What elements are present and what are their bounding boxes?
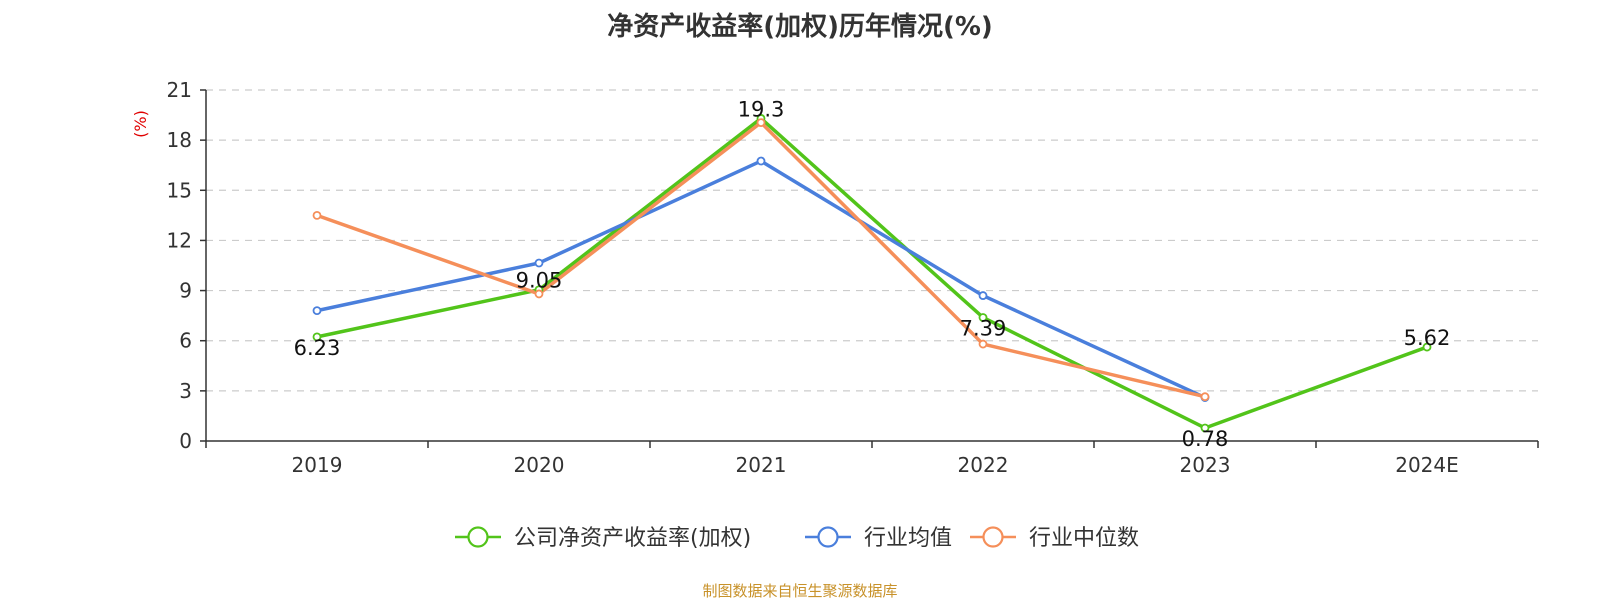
legend-swatch-marker (467, 526, 489, 548)
data-label: 5.62 (1404, 326, 1451, 350)
y-tick-label: 9 (179, 279, 192, 303)
legend-label: 行业均值 (864, 526, 952, 551)
data-point[interactable] (1200, 392, 1210, 402)
legend-item-0[interactable]: 公司净资产收益率(加权) (455, 526, 751, 551)
data-labels: 6.23 9.05 19.3 7.39 0.78 5.62 (294, 97, 1451, 451)
y-tick-label: 15 (167, 178, 192, 202)
series (312, 114, 1432, 433)
data-point[interactable] (756, 118, 766, 127)
legend-swatch-marker (982, 526, 1004, 548)
data-label: 0.78 (1182, 427, 1229, 451)
y-axis-label: (%) (131, 110, 150, 138)
y-tick-label: 21 (167, 78, 192, 102)
y-tick-label: 0 (179, 429, 192, 453)
data-label: 9.05 (516, 269, 563, 293)
data-point[interactable] (1422, 342, 1432, 352)
axes: 0 3 6 9 12 15 18 21 2019 2020 2021 2022 2023 2024E (167, 78, 1539, 477)
data-point[interactable] (756, 156, 766, 166)
chart-title: 净资产收益率(加权)历年情况(%) (607, 12, 993, 42)
y-tick-label: 6 (179, 329, 192, 353)
series-line-0 (315, 116, 1429, 430)
legend-label: 公司净资产收益率(加权) (514, 526, 751, 551)
x-tick-label: 2024E (1395, 453, 1459, 477)
data-label: 19.3 (738, 97, 785, 121)
x-tick-label: 2021 (736, 453, 787, 477)
data-label: 6.23 (294, 336, 341, 360)
legend[interactable]: 公司净资产收益率(加权) 行业均值 行业中位数 (455, 526, 1139, 551)
data-point[interactable] (312, 306, 322, 316)
data-label: 7.39 (960, 316, 1007, 340)
data-point[interactable] (978, 313, 988, 322)
y-tick-label: 3 (179, 379, 192, 403)
legend-item-2[interactable]: 行业中位数 (970, 526, 1139, 551)
y-tick-label: 18 (167, 128, 192, 152)
source-note: 制图数据来自恒生聚源数据库 (702, 582, 898, 600)
data-point[interactable] (534, 258, 544, 268)
x-tick-label: 2020 (514, 453, 565, 477)
data-point[interactable] (312, 210, 322, 220)
legend-swatch-marker (817, 526, 839, 548)
legend-label: 行业中位数 (1029, 526, 1139, 551)
y-tick-label: 12 (167, 228, 192, 252)
data-point[interactable] (1200, 423, 1210, 433)
grid-lines (206, 89, 1538, 392)
data-point[interactable] (312, 332, 322, 342)
x-tick-label: 2023 (1180, 453, 1231, 477)
x-tick-label: 2019 (292, 453, 343, 477)
legend-item-1[interactable]: 行业均值 (805, 526, 952, 551)
data-point[interactable] (534, 289, 544, 299)
x-tick-label: 2022 (958, 453, 1009, 477)
data-point[interactable] (978, 339, 988, 349)
data-point[interactable] (978, 291, 988, 300)
